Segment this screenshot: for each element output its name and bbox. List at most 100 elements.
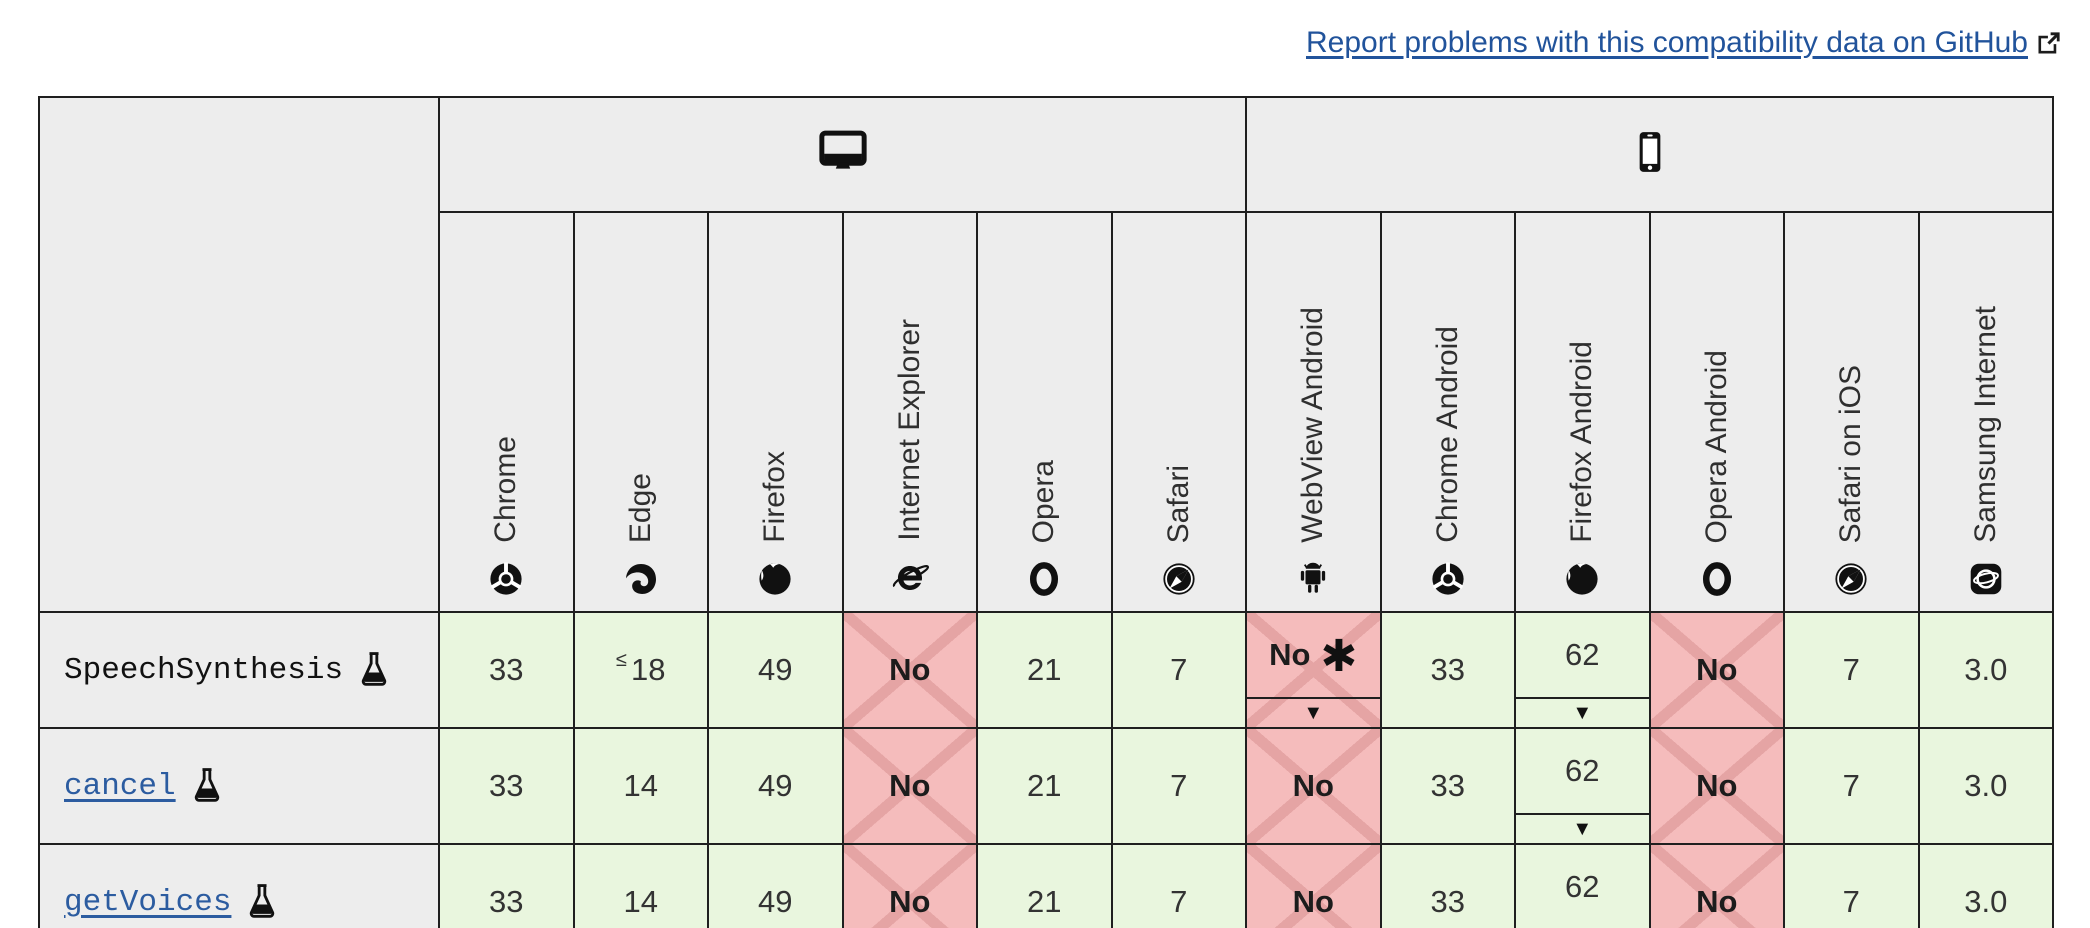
support-cell[interactable]: 49 xyxy=(707,727,844,845)
support-cell[interactable]: No xyxy=(1648,727,1786,845)
samsung-internet-icon xyxy=(1968,561,2004,597)
support-cell[interactable]: 3.0 xyxy=(1917,611,2055,729)
support-cell[interactable]: 7 xyxy=(1110,611,1248,729)
support-cell[interactable]: 7 xyxy=(1783,611,1920,729)
feature-label-speechsynthesis: SpeechSynthesis xyxy=(38,611,440,729)
group-desktop xyxy=(437,96,1248,213)
android-icon xyxy=(1293,561,1333,597)
browser-name: Firefox Android xyxy=(1565,341,1599,543)
firefox-icon xyxy=(757,561,793,597)
browser-name: WebView Android xyxy=(1296,307,1330,543)
browser-name: Internet Explorer xyxy=(892,319,926,541)
external-link-icon xyxy=(2036,30,2062,56)
support-cell[interactable]: No xyxy=(841,611,978,729)
support-cell[interactable]: 21 xyxy=(976,727,1113,845)
report-problems-link[interactable]: Report problems with this compatibility … xyxy=(1306,26,2028,59)
support-cell[interactable]: 49 xyxy=(707,843,844,928)
support-cell[interactable]: 3.0 xyxy=(1917,727,2055,845)
browser-header-chrome-android: Chrome Android xyxy=(1379,211,1517,613)
support-cell[interactable]: 3.0 xyxy=(1917,843,2055,928)
support-cell[interactable]: 62▼ xyxy=(1514,611,1651,729)
flask-icon xyxy=(190,767,224,805)
desktop-icon xyxy=(816,125,870,179)
feature-link[interactable]: getVoices xyxy=(64,884,232,920)
browser-header-safari-ios: Safari on iOS xyxy=(1783,211,1920,613)
support-cell[interactable]: 49 xyxy=(707,611,844,729)
support-cell[interactable]: ≤18 xyxy=(572,611,709,729)
table-row-speechsynthesis: SpeechSynthesis 33 ≤18 49 No 21 7 No ✱ ▼ 3… xyxy=(38,611,2055,729)
browser-name: Firefox xyxy=(758,451,792,543)
device-group-row xyxy=(38,96,2055,613)
opera-icon xyxy=(1027,561,1061,597)
support-cell[interactable]: 14 xyxy=(572,843,709,928)
support-cell[interactable]: 21 xyxy=(976,611,1113,729)
feature-link[interactable]: cancel xyxy=(64,768,176,804)
firefox-icon xyxy=(1564,561,1600,597)
version-range-prefix: ≤ xyxy=(616,648,627,671)
chrome-icon xyxy=(488,561,524,597)
browser-header-safari: Safari xyxy=(1110,211,1248,613)
support-cell[interactable]: No xyxy=(841,727,978,845)
notes-expander[interactable]: ▼ xyxy=(1516,813,1649,843)
triangle-down-icon: ▼ xyxy=(1572,818,1593,840)
browser-header-webview-android: WebView Android xyxy=(1245,211,1382,613)
table-row-getvoices: getVoices 33 14 49 No 21 7 No 33 62▼ No … xyxy=(38,843,2055,928)
flask-icon xyxy=(357,651,391,689)
support-cell[interactable]: No ✱ ▼ xyxy=(1245,611,1382,729)
browser-header-edge: Edge xyxy=(572,211,709,613)
support-cell[interactable]: 62▼ xyxy=(1514,727,1651,845)
browser-header-samsung-internet: Samsung Internet xyxy=(1917,211,2055,613)
internet-explorer-icon xyxy=(891,559,929,597)
table-row-cancel: cancel 33 14 49 No 21 7 No 33 62 ▼ No 7 3… xyxy=(38,727,2055,845)
report-problems-label: Report problems with this compatibility … xyxy=(1306,26,2028,59)
support-cell[interactable]: No xyxy=(1648,611,1786,729)
safari-icon xyxy=(1161,561,1197,597)
support-cell[interactable]: No xyxy=(1648,843,1786,928)
browser-header-opera-android: Opera Android xyxy=(1648,211,1786,613)
support-cell[interactable]: 7 xyxy=(1110,727,1248,845)
browser-name: Chrome xyxy=(489,436,523,543)
browser-name: Edge xyxy=(623,472,657,543)
support-cell[interactable]: 7 xyxy=(1783,843,1920,928)
group-mobile xyxy=(1245,96,2055,213)
feature-label-cancel: cancel xyxy=(38,727,440,845)
browser-header-firefox-android: Firefox Android xyxy=(1514,211,1651,613)
browser-name: Safari on iOS xyxy=(1834,364,1868,543)
support-cell[interactable]: 7 xyxy=(1783,727,1920,845)
notes-expander[interactable]: ▼ xyxy=(1247,697,1380,727)
support-cell[interactable]: 33 xyxy=(1379,727,1517,845)
opera-icon xyxy=(1700,561,1734,597)
browser-name: Chrome Android xyxy=(1430,326,1464,543)
browser-header-opera: Opera xyxy=(976,211,1113,613)
triangle-down-icon: ▼ xyxy=(1572,702,1593,724)
compat-table: Chrome Edge Firefox Internet Explorer Op… xyxy=(38,96,2055,928)
support-cell[interactable]: No xyxy=(1245,727,1382,845)
edge-icon xyxy=(623,561,659,597)
browser-header-row: Chrome Edge Firefox Internet Explorer Op… xyxy=(39,211,2055,613)
feature-name: SpeechSynthesis xyxy=(64,652,344,688)
flask-icon xyxy=(245,883,279,921)
support-cell[interactable]: 33 xyxy=(1379,611,1517,729)
browser-header-chrome: Chrome xyxy=(438,211,575,613)
browser-name: Opera xyxy=(1027,459,1061,543)
support-cell[interactable]: No xyxy=(1245,843,1382,928)
triangle-down-icon: ▼ xyxy=(1303,702,1324,724)
support-cell[interactable]: 33 xyxy=(1379,843,1517,928)
corner-cell xyxy=(38,96,440,613)
support-cell[interactable]: 62▼ xyxy=(1514,843,1651,928)
support-cell[interactable]: 33 xyxy=(438,843,575,928)
notes-expander[interactable]: ▼ xyxy=(1516,697,1649,727)
support-cell[interactable]: 7 xyxy=(1110,843,1248,928)
support-cell[interactable]: 21 xyxy=(976,843,1113,928)
browser-name: Opera Android xyxy=(1699,349,1733,543)
support-cell[interactable]: 33 xyxy=(438,727,575,845)
browser-header-internet-explorer: Internet Explorer xyxy=(841,211,978,613)
browser-header-firefox: Firefox xyxy=(707,211,844,613)
mobile-icon xyxy=(1627,129,1673,175)
browser-name: Safari xyxy=(1161,464,1195,543)
support-cell[interactable]: 33 xyxy=(438,611,575,729)
support-cell[interactable]: No xyxy=(841,843,978,928)
safari-icon xyxy=(1833,561,1869,597)
support-cell[interactable]: 14 xyxy=(572,727,709,845)
